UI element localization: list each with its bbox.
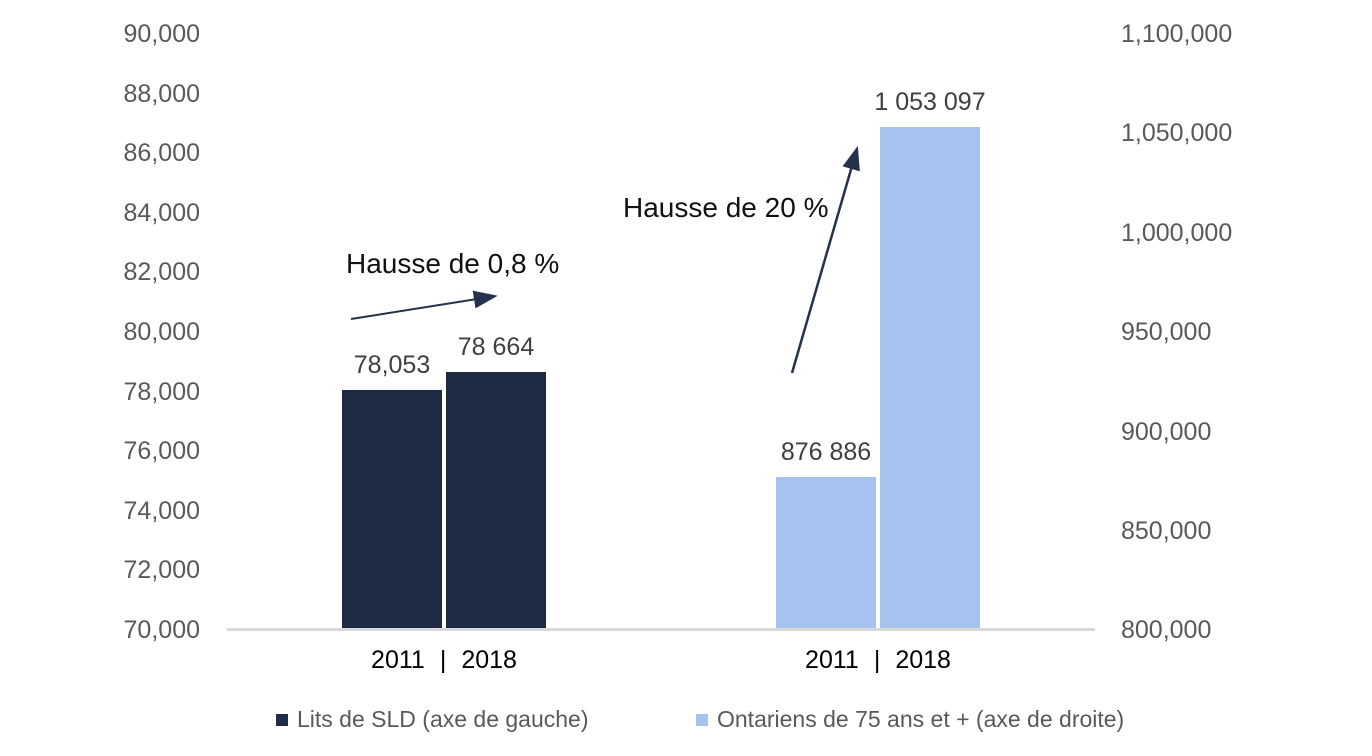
legend-item-ontariens[interactable]: Ontariens de 75 ans et + (axe de droite) xyxy=(696,706,1124,733)
x-axis-line xyxy=(227,628,1095,631)
right-axis-tick: 900,000 xyxy=(1121,418,1212,446)
left-axis-tick: 76,000 xyxy=(123,437,200,465)
left-axis-tick: 90,000 xyxy=(123,20,200,48)
right-axis-tick: 850,000 xyxy=(1121,517,1212,545)
category-separator: | xyxy=(873,646,881,674)
left-axis-tick: 78,000 xyxy=(123,378,200,406)
category-label-left-group: 2011 | 2018 xyxy=(342,646,546,675)
left-axis-tick: 82,000 xyxy=(123,258,200,286)
left-axis-tick: 74,000 xyxy=(123,497,200,525)
right-axis-tick: 950,000 xyxy=(1121,318,1212,346)
right-axis-tick: 1,000,000 xyxy=(1121,219,1233,247)
left-axis-tick: 86,000 xyxy=(123,139,200,167)
year-label: 2011 xyxy=(805,646,859,674)
annotation-hausse-20: Hausse de 20 % xyxy=(623,192,829,223)
right-axis-tick: 800,000 xyxy=(1121,616,1212,644)
right-axis-tick: 1,100,000 xyxy=(1121,20,1233,48)
arrow-hausse-08 xyxy=(350,290,498,320)
bar-lits-sld-2018[interactable] xyxy=(446,371,546,630)
bar-ontariens-2011[interactable] xyxy=(776,477,876,630)
data-label-lits-2011: 78,053 xyxy=(353,351,431,380)
bar-ontariens-2018[interactable] xyxy=(880,127,980,630)
year-label: 2011 xyxy=(371,646,425,674)
year-label: 2018 xyxy=(895,646,951,674)
category-separator: | xyxy=(439,646,447,674)
legend-label: Ontariens de 75 ans et + (axe de droite) xyxy=(717,706,1125,732)
category-label-right-group: 2011 | 2018 xyxy=(776,646,980,675)
data-label-ontariens-2011: 876 886 xyxy=(780,438,872,467)
left-axis-tick: 70,000 xyxy=(123,616,200,644)
year-label: 2018 xyxy=(461,646,517,674)
legend-swatch-blue xyxy=(696,713,708,726)
right-axis-tick: 1,050,000 xyxy=(1121,119,1233,147)
legend-item-lits-sld[interactable]: Lits de SLD (axe de gauche) xyxy=(276,706,589,733)
legend-label: Lits de SLD (axe de gauche) xyxy=(297,706,589,732)
bar-lits-sld-2011[interactable] xyxy=(342,390,442,630)
data-label-ontariens-2018: 1 053 097 xyxy=(874,88,986,117)
left-axis-tick: 72,000 xyxy=(123,556,200,584)
data-label-lits-2018: 78 664 xyxy=(457,332,535,361)
annotation-hausse-08: Hausse de 0,8 % xyxy=(346,248,560,279)
left-axis-tick: 84,000 xyxy=(123,199,200,227)
left-axis-tick: 80,000 xyxy=(123,318,200,346)
left-axis-tick: 88,000 xyxy=(123,80,200,108)
legend-swatch-dark xyxy=(276,713,288,726)
